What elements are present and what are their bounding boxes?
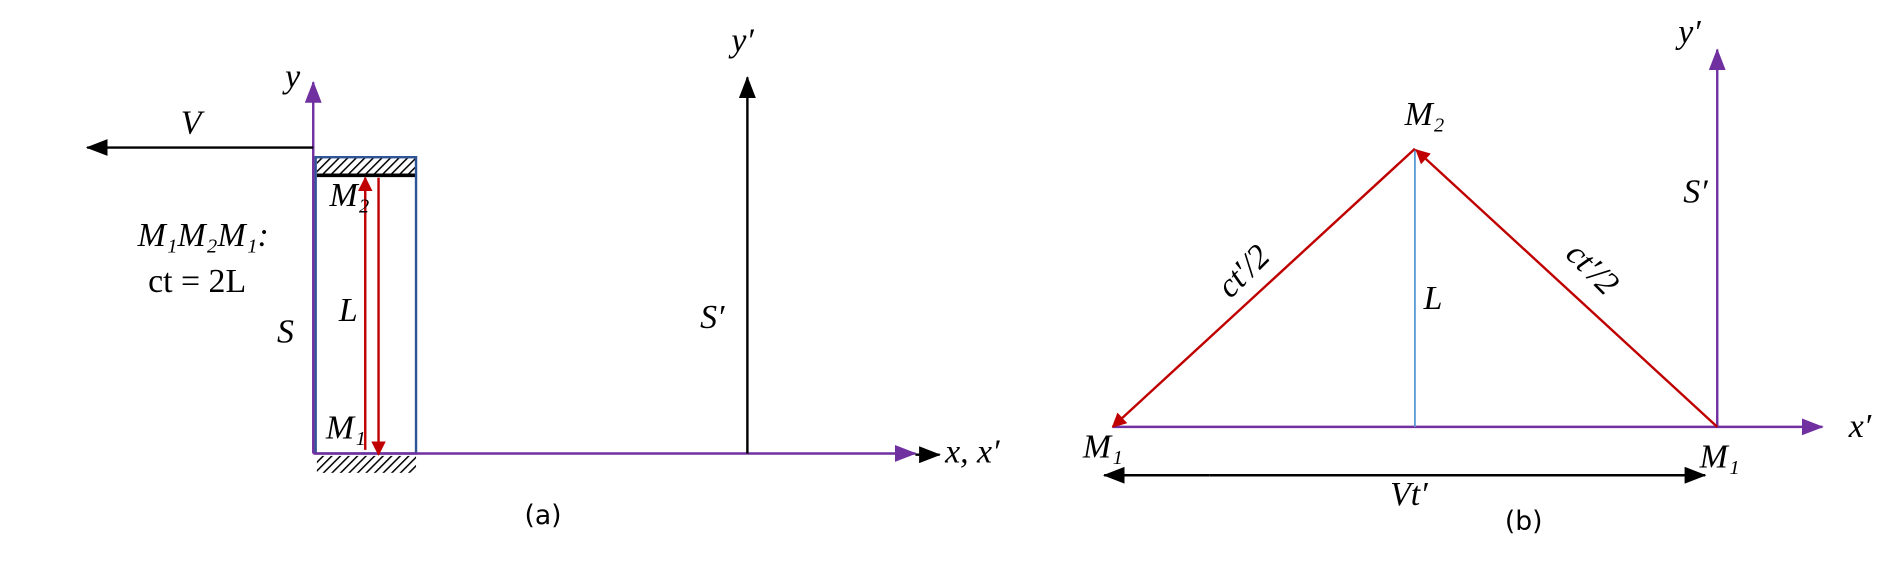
- label: L: [1423, 280, 1443, 317]
- label: S′: [1683, 173, 1708, 210]
- caption: (a): [524, 500, 561, 531]
- label: M₁M₂M₁:: [137, 217, 269, 254]
- label: x′: [1848, 408, 1872, 445]
- label: L: [338, 292, 358, 329]
- label: y: [282, 59, 301, 96]
- caption: (b): [1505, 506, 1543, 537]
- label: S: [277, 314, 294, 351]
- label: ct′/2: [1559, 235, 1626, 302]
- label: y′: [728, 22, 754, 59]
- label: M₁: [325, 409, 366, 446]
- label: ct = 2L: [148, 263, 246, 300]
- mirror-bottom: [316, 455, 417, 473]
- label: S′: [700, 299, 725, 336]
- label: V: [181, 105, 205, 142]
- label: M₁: [1699, 438, 1740, 475]
- label: x, x′: [944, 433, 1000, 470]
- label: y′: [1675, 14, 1701, 51]
- mirror-top: [316, 157, 417, 176]
- light-path: [1111, 147, 1416, 428]
- label: M₂: [329, 177, 370, 214]
- label: M₁: [1082, 429, 1123, 466]
- panel-b: x′ y′ S′ M₂ L ct′/2 ct′/2 M₁ M₁ Vt′ (b): [1082, 14, 1872, 537]
- label: Vt′: [1390, 476, 1428, 513]
- label: ct′/2: [1210, 238, 1277, 305]
- label: M₂: [1404, 96, 1445, 133]
- light-path: [1415, 149, 1719, 428]
- panel-a: y V M₁M₂M₁: ct = 2L S M₂ L M₁ S′ y′ x, x…: [85, 22, 1000, 531]
